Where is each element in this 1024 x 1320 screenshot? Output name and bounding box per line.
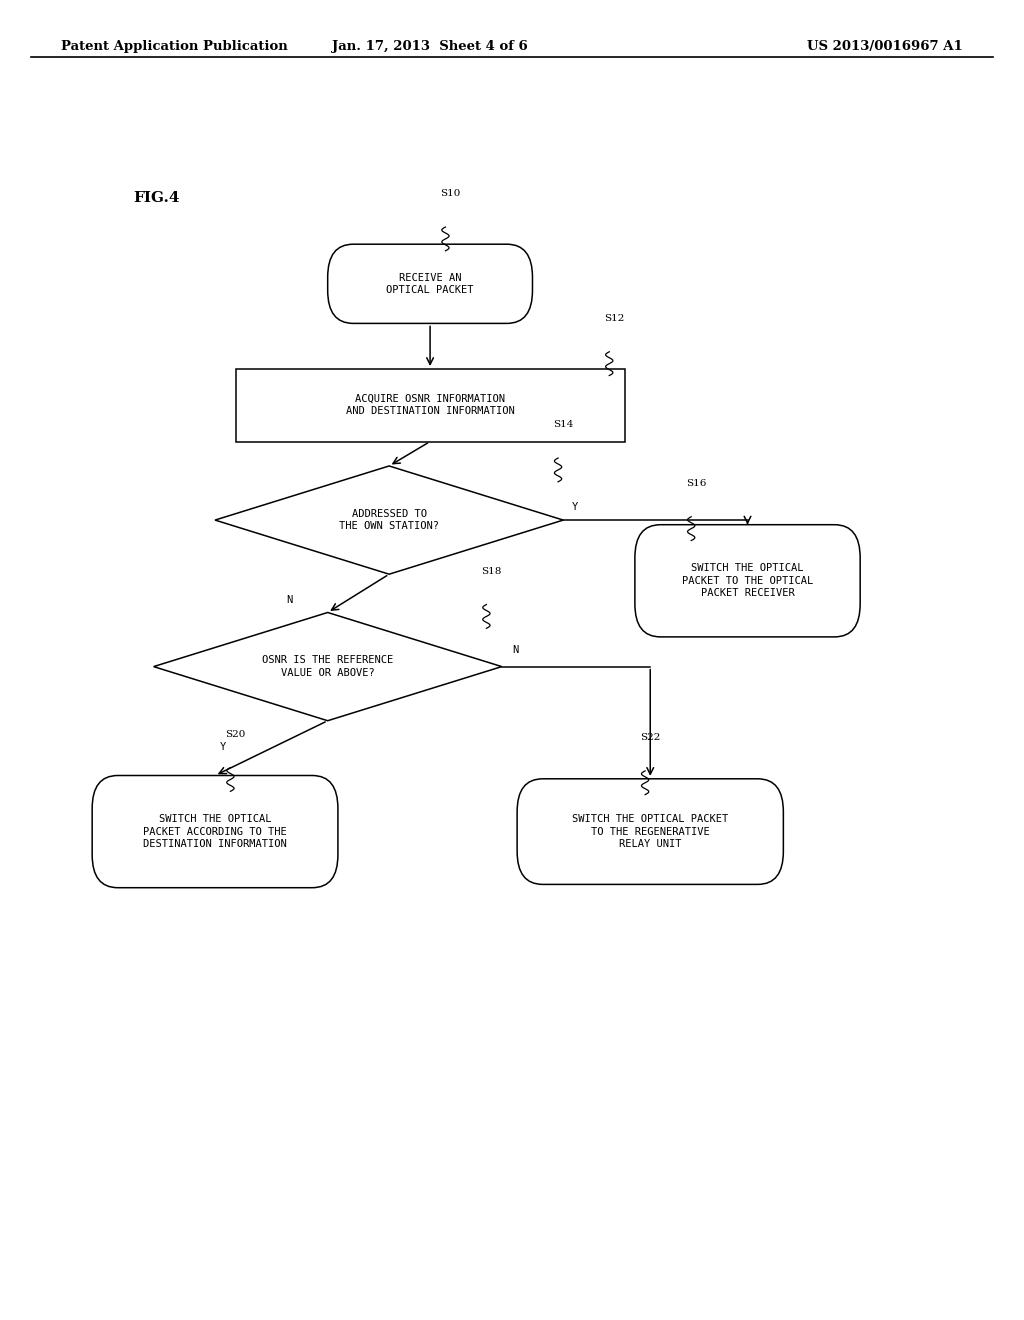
Text: US 2013/0016967 A1: US 2013/0016967 A1 xyxy=(807,40,963,53)
Text: ADDRESSED TO
THE OWN STATION?: ADDRESSED TO THE OWN STATION? xyxy=(339,510,439,531)
Text: SWITCH THE OPTICAL
PACKET ACCORDING TO THE
DESTINATION INFORMATION: SWITCH THE OPTICAL PACKET ACCORDING TO T… xyxy=(143,814,287,849)
Text: N: N xyxy=(287,595,293,606)
Text: OSNR IS THE REFERENCE
VALUE OR ABOVE?: OSNR IS THE REFERENCE VALUE OR ABOVE? xyxy=(262,656,393,677)
Text: SWITCH THE OPTICAL
PACKET TO THE OPTICAL
PACKET RECEIVER: SWITCH THE OPTICAL PACKET TO THE OPTICAL… xyxy=(682,564,813,598)
FancyBboxPatch shape xyxy=(635,524,860,636)
Text: SWITCH THE OPTICAL PACKET
TO THE REGENERATIVE
RELAY UNIT: SWITCH THE OPTICAL PACKET TO THE REGENER… xyxy=(572,814,728,849)
Text: Patent Application Publication: Patent Application Publication xyxy=(61,40,288,53)
Text: Jan. 17, 2013  Sheet 4 of 6: Jan. 17, 2013 Sheet 4 of 6 xyxy=(332,40,528,53)
Text: FIG.4: FIG.4 xyxy=(133,191,179,206)
Text: S18: S18 xyxy=(481,566,502,576)
Polygon shape xyxy=(215,466,563,574)
Text: S16: S16 xyxy=(686,479,707,487)
Bar xyxy=(236,370,625,441)
Text: RECEIVE AN
OPTICAL PACKET: RECEIVE AN OPTICAL PACKET xyxy=(386,273,474,294)
Text: S20: S20 xyxy=(225,730,246,739)
Text: S12: S12 xyxy=(604,314,625,323)
Text: Y: Y xyxy=(220,742,226,752)
Text: N: N xyxy=(512,645,518,656)
Text: Y: Y xyxy=(571,502,578,512)
FancyBboxPatch shape xyxy=(517,779,783,884)
Text: S22: S22 xyxy=(640,733,660,742)
Text: S14: S14 xyxy=(553,420,573,429)
Text: S10: S10 xyxy=(440,189,461,198)
Text: ACQUIRE OSNR INFORMATION
AND DESTINATION INFORMATION: ACQUIRE OSNR INFORMATION AND DESTINATION… xyxy=(346,395,514,416)
Polygon shape xyxy=(154,612,502,721)
FancyBboxPatch shape xyxy=(92,776,338,887)
FancyBboxPatch shape xyxy=(328,244,532,323)
